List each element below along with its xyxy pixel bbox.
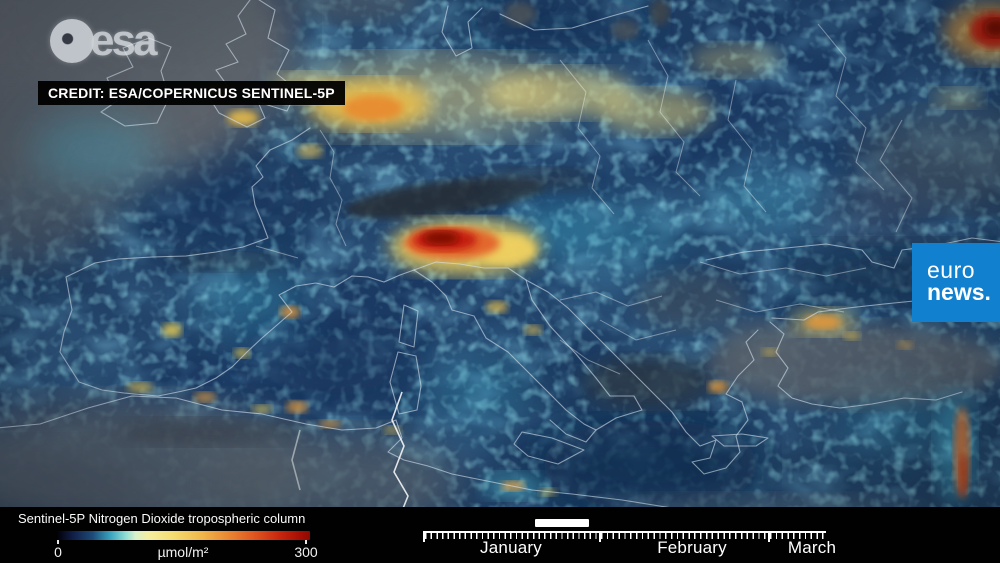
scale-tick-max [305, 540, 307, 544]
esa-logo-text: esa [90, 16, 157, 65]
euronews-logo: euro news. [912, 243, 1000, 322]
month-label-february: February [657, 538, 727, 557]
month-label-january: January [480, 538, 542, 557]
timeline-slider[interactable] [535, 519, 589, 527]
euronews-logo-line2: news. [927, 279, 991, 305]
legend-title: Sentinel-5P Nitrogen Dioxide tropospheri… [18, 511, 306, 526]
color-scale [57, 531, 310, 540]
scale-unit-label: µmol/m² [157, 544, 209, 560]
esa-logo-ball-icon [50, 19, 94, 63]
euronews-logo-line1: euro [927, 257, 976, 283]
month-label-march: March [787, 538, 837, 557]
scale-max-label: 300 [294, 544, 318, 560]
timeline-ruler[interactable] [423, 531, 826, 542]
scale-tick-min [57, 540, 59, 544]
ruler-segment-march [768, 531, 826, 542]
esa-logo: esa [50, 16, 157, 66]
scale-min-label: 0 [54, 544, 62, 560]
ruler-segment-january [423, 531, 599, 542]
bottom-bar: Sentinel-5P Nitrogen Dioxide tropospheri… [0, 507, 1000, 563]
ruler-segment-february [599, 531, 768, 542]
credit-banner: CREDIT: ESA/COPERNICUS SENTINEL-5P [38, 81, 345, 105]
